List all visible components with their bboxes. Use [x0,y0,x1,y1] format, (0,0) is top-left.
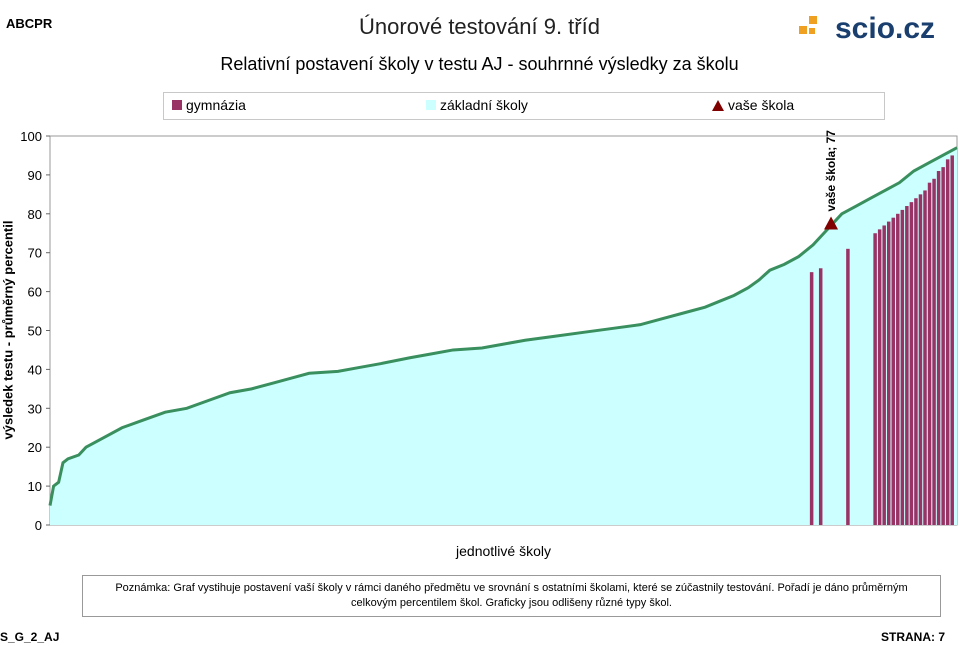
bar-gymnazium [941,167,945,525]
logo-square-3 [809,28,815,34]
bar-gymnazium [818,268,823,525]
x-axis-title: jednotlivé školy [455,543,551,559]
bar-gymnazium [886,221,891,525]
legend-swatch-zakladni [426,100,436,110]
y-tick-label: 80 [28,207,42,222]
note-line-2: celkovým percentilem škol. Graficky jsou… [351,597,672,609]
y-tick-label: 30 [28,401,42,416]
note-box: Poznámka: Graf vystihuje postavení vaší … [82,575,941,617]
logo-square-1 [799,26,807,34]
legend-triangle-icon [712,99,724,111]
note-line-1: Poznámka: Graf vystihuje postavení vaší … [115,582,908,594]
chart-plot: 0 10 20 30 40 50 60 70 80 90 100 vaše škola; 77 jedn… [20,129,958,559]
bar-gymnazium [909,202,914,525]
report-code: ABCPR [6,16,53,31]
bar-gymnazium [882,225,886,525]
legend-item-vase-skola: vaše škola [712,97,794,113]
bar-gymnazium [900,209,905,525]
y-tick-label: 20 [28,440,42,455]
bar-gymnazium [918,194,923,525]
chart-legend: gymnázia základní školy vaše škola [163,92,885,120]
test-title: Únorové testování 9. tříd [359,14,600,39]
bar-gymnazium [873,233,877,525]
legend-item-gymnazia: gymnázia [172,97,246,113]
your-school-marker [824,216,839,230]
y-tick-label: 60 [28,285,42,300]
y-tick-label: 50 [28,324,42,339]
bar-gymnazium [809,272,814,525]
bar-gymnazium [846,248,850,525]
y-tick-label: 0 [35,518,42,533]
bar-gymnazium [950,155,954,525]
bar-gymnazium [932,178,936,526]
y-tick-label: 90 [28,168,42,183]
bar-gymnazium [914,198,918,526]
footer-code: S_G_2_AJ [0,630,60,644]
logo-square-2 [809,16,817,24]
legend-label-vase-skola: vaše škola [728,97,795,113]
bar-gymnazium [936,171,941,525]
bar-gymnazium [877,229,882,526]
y-tick-label: 70 [28,246,42,261]
bar-gymnazium [927,182,932,525]
bar-gymnazium [923,190,927,525]
scio-logo: scio.cz [799,12,935,45]
footer-page: STRANA: 7 [880,630,945,644]
y-tick-label: 40 [28,362,42,377]
y-tick-label: 10 [28,479,42,494]
series-line [48,146,958,506]
your-school-label: vaše škola; 77 [824,130,838,212]
logo-text: scio.cz [835,12,935,45]
bar-gymnazium [905,206,909,525]
bar-gymnazium [891,217,896,525]
legend-swatch-gymnazia [172,100,182,110]
bar-gymnazium [945,159,950,525]
chart-title: Relativní postavení školy v testu AJ - s… [220,54,739,74]
legend-label-zakladni: základní školy [440,97,528,113]
legend-item-zakladni: základní školy [426,97,528,113]
y-tick-label: 100 [20,129,42,144]
legend-label-gymnazia: gymnázia [186,97,246,113]
area-zakladni-skoly [50,147,957,526]
bar-gymnazium [896,213,900,526]
